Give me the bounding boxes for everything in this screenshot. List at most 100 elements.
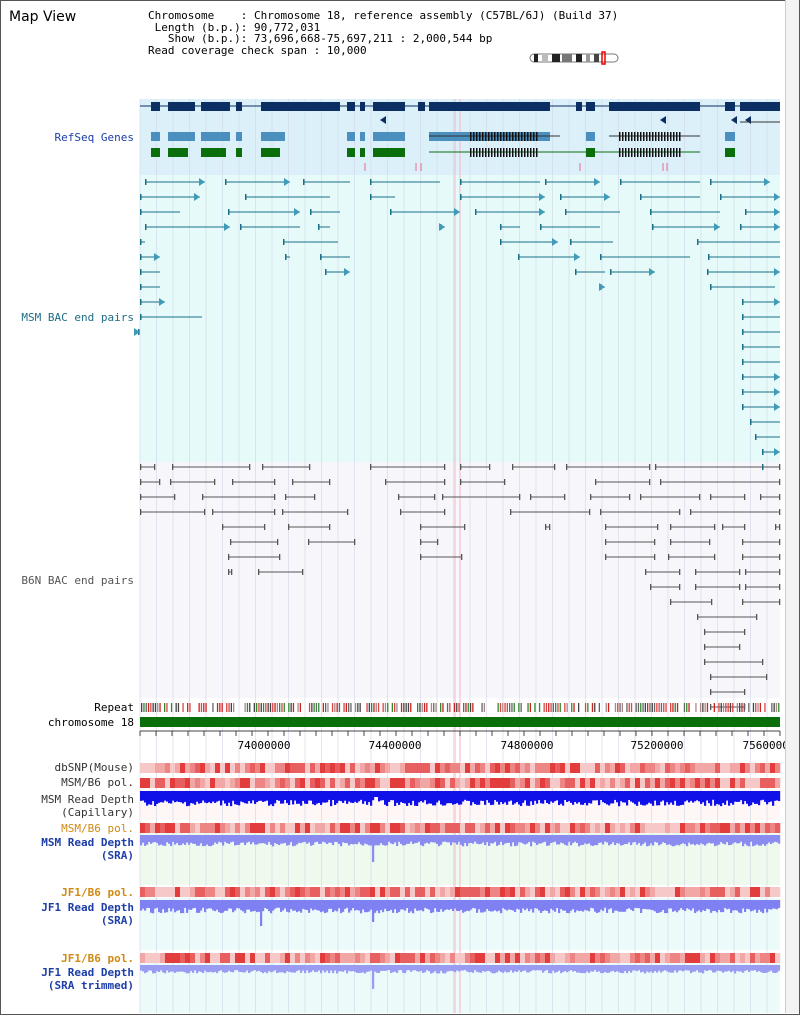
jf1-sra-trimmed-depth-bar <box>442 965 445 974</box>
dbsnp-heat-cell <box>210 763 216 773</box>
track-label-msm-b6-pol-2[interactable]: MSM/B6 pol. <box>61 822 134 835</box>
bac-end-mark <box>385 479 387 485</box>
repeat-mark <box>292 703 295 712</box>
track-label-msm-read-depth-sra[interactable]: MSM Read Depth <box>41 836 134 849</box>
jf1-sra-depth-bar <box>680 900 683 909</box>
exon-mark <box>652 132 654 141</box>
chromosome-value: Chromosome 18, reference assembly (C57BL… <box>253 9 619 22</box>
jf1-sra-trimmed-depth-bar <box>670 965 673 973</box>
jf1-b6-pol-heat-cell <box>425 953 431 963</box>
jf1-b6-pol-heat-cell <box>330 887 336 897</box>
jf1-b6-pol-heat-cell <box>650 953 656 963</box>
msm-sra-depth-bar <box>186 835 189 843</box>
jf1-sra-depth-bar <box>596 900 599 914</box>
jf1-sra-trimmed-depth-bar <box>500 965 503 973</box>
dbsnp-heat-cell <box>420 763 426 773</box>
jf1-b6-pol-heat-cell <box>585 953 591 963</box>
jf1-b6-pol-heat-cell <box>695 953 701 963</box>
msm-sra-depth-bar <box>396 835 399 847</box>
jf1-b6-pol-heat-cell <box>635 953 641 963</box>
msm-sra-depth-bar <box>192 835 195 844</box>
track-label-repeat[interactable]: Repeat <box>94 701 134 714</box>
jf1-sra-depth-bar <box>418 900 421 911</box>
exon-mark <box>473 132 475 141</box>
jf1-b6-pol-heat-cell <box>580 887 586 897</box>
msm-capillary-depth-bar <box>502 791 505 804</box>
jf1-b6-pol-heat-cell <box>225 953 231 963</box>
jf1-sra-depth-bar <box>344 900 347 909</box>
vertical-scrollbar[interactable] <box>785 0 799 1013</box>
jf1-sra-trimmed-depth-bar <box>398 965 401 971</box>
bac-end-mark <box>512 464 514 470</box>
track-label-b6n-bac[interactable]: B6N BAC end pairs <box>21 574 134 587</box>
track-label-dbsnp[interactable]: dbSNP(Mouse) <box>54 761 134 774</box>
msm-sra-depth-bar <box>636 835 639 845</box>
track-label-refseq[interactable]: RefSeq Genes <box>54 131 134 144</box>
track-label-jf1-read-depth-trimmed[interactable]: JF1 Read Depth <box>41 966 134 979</box>
msm-capillary-depth-bar <box>336 791 339 804</box>
msm-capillary-depth-bar <box>140 791 143 801</box>
exon-mark <box>676 148 678 157</box>
track-label-jf1-b6-pol-1[interactable]: JF1/B6 pol. <box>61 886 134 899</box>
jf1-sra-depth-bar <box>738 900 741 913</box>
bac-end-arrow-icon <box>284 178 290 186</box>
msm-b6-pol-heat-cell <box>365 823 371 833</box>
bac-end-mark <box>711 599 713 605</box>
dbsnp-heat-cell <box>770 763 776 773</box>
track-label-msm-b6-pol-1[interactable]: MSM/B6 pol. <box>61 776 134 789</box>
jf1-sra-trimmed-depth-bar <box>622 965 625 974</box>
bac-end-mark <box>650 209 652 215</box>
jf1-sra-trimmed-depth-bar <box>614 965 617 973</box>
jf1-sra-depth-bar <box>166 900 169 913</box>
jf1-b6-pol-heat-cell <box>265 953 271 963</box>
msm-capillary-depth-bar <box>276 791 279 800</box>
msm-b6-pol-heat-cell <box>390 823 396 833</box>
msm-sra-depth-bar <box>612 835 615 843</box>
bac-end-mark <box>605 554 607 560</box>
dbsnp-heat-cell <box>740 763 746 773</box>
jf1-sra-trimmed-depth-bar <box>374 965 377 972</box>
msm-b6-pol-heat-cell <box>300 823 306 833</box>
repeat-mark <box>147 703 150 712</box>
exon-mark <box>628 132 630 141</box>
chromosome-ideogram[interactable] <box>528 51 623 65</box>
msm-capillary-depth-bar <box>178 791 181 802</box>
jf1-b6-pol-heat-cell <box>280 887 286 897</box>
msm-capillary-depth-bar <box>478 791 481 805</box>
dbsnp-heat-cell <box>290 763 296 773</box>
track-label-jf1-read-depth-sra[interactable]: JF1 Read Depth <box>41 901 134 914</box>
msm-sra-depth-bar <box>268 835 271 842</box>
jf1-sra-trimmed-depth-bar <box>742 965 745 973</box>
jf1-b6-pol-heat-cell <box>730 953 736 963</box>
track-label-msm-bac[interactable]: MSM BAC end pairs <box>21 311 134 324</box>
jf1-sra-trimmed-depth-bar <box>556 965 559 973</box>
jf1-b6-pol-heat-cell <box>670 953 676 963</box>
msm-sra-depth-bar <box>478 835 481 845</box>
bac-end-mark <box>464 524 466 530</box>
jf1-b6-pol-heat-cell <box>305 887 311 897</box>
msm-b6-pol-heat-cell <box>530 778 536 788</box>
repeat-mark <box>219 703 221 712</box>
jf1-sra-depth-bar <box>436 900 439 912</box>
repeat-mark <box>729 703 732 712</box>
track-label-jf1-b6-pol-2[interactable]: JF1/B6 pol. <box>61 952 134 965</box>
msm-sra-depth-bar <box>310 835 313 846</box>
msm-capillary-depth-bar <box>232 791 235 801</box>
coverage-row: Read coverage check span : 10,000 <box>148 43 367 57</box>
msm-capillary-depth-bar <box>754 791 757 804</box>
jf1-sra-trimmed-depth-bar <box>538 965 541 971</box>
jf1-sra-trimmed-depth-bar <box>390 965 393 973</box>
track-label-chromosome[interactable]: chromosome 18 <box>47 716 134 729</box>
jf1-sra-depth-bar <box>704 900 707 912</box>
msm-b6-pol-heat-cell <box>665 778 671 788</box>
msm-capillary-depth-bar <box>682 791 685 805</box>
bac-end-mark <box>610 269 612 275</box>
jf1-sra-trimmed-depth-bar <box>716 965 719 971</box>
repeat-mark <box>566 703 568 712</box>
msm-b6-pol-heat-cell <box>220 823 226 833</box>
track-label-msm-read-depth-capillary[interactable]: MSM Read Depth <box>41 793 134 806</box>
bac-end-mark <box>710 689 712 695</box>
msm-b6-pol-heat-cell <box>305 823 311 833</box>
jf1-sra-depth-bar <box>652 900 655 911</box>
